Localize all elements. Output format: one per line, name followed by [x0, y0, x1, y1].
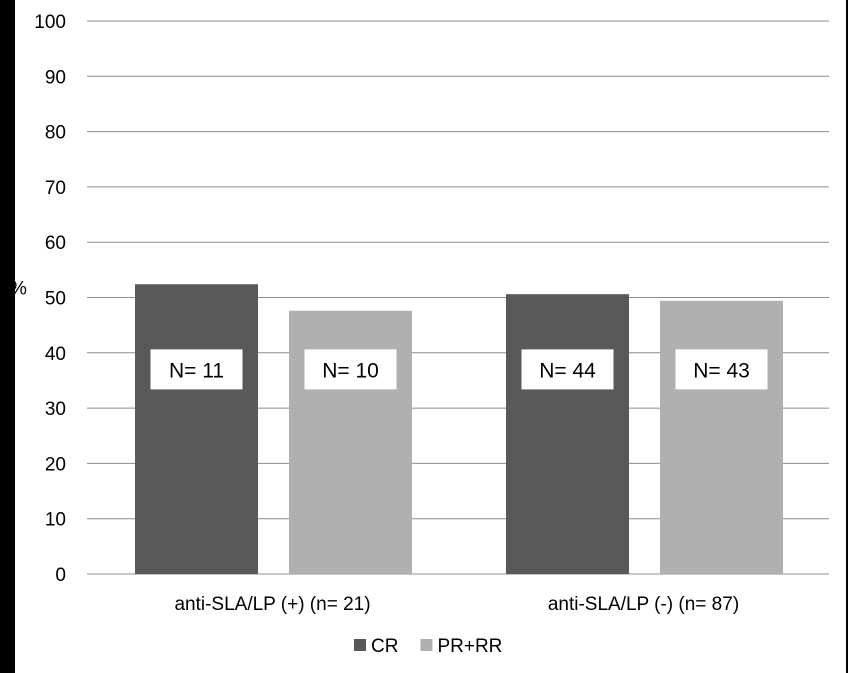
legend-label: PR+RR — [437, 636, 502, 657]
data-label-box — [675, 349, 768, 390]
legend-label: CR — [371, 636, 398, 657]
legend-swatch — [420, 639, 433, 651]
category-label: anti-SLA/LP (+) (n= 21) — [174, 594, 370, 615]
bar — [135, 284, 258, 574]
y-tick-label: 30 — [45, 399, 66, 420]
data-label: N= 11 — [169, 359, 224, 382]
y-tick-label: 10 — [45, 510, 66, 531]
chart-frame: 0 10 20 30 40 50 60 70 80 90 100 % N= 11 N= 10 N= 44… — [15, 0, 848, 673]
data-label-box — [304, 349, 397, 390]
bars: N= 11 N= 10 N= 44 N= 43 — [135, 284, 783, 574]
y-tick-label: 50 — [45, 289, 66, 310]
y-tick-label: 0 — [55, 565, 66, 586]
y-tick-label: 100 — [34, 12, 66, 33]
y-tick-label: 60 — [45, 233, 66, 254]
legend-swatch — [354, 639, 366, 651]
data-label: N= 43 — [693, 359, 750, 382]
y-tick-label: 40 — [45, 344, 66, 365]
y-axis-ticks: 0 10 20 30 40 50 60 70 80 90 100 — [34, 12, 66, 586]
data-label-box — [150, 349, 243, 390]
legend: CR PR+RR — [354, 636, 502, 657]
y-tick-label: 20 — [45, 454, 66, 475]
bar — [506, 294, 629, 574]
data-label: N= 44 — [539, 359, 596, 382]
data-label-box — [521, 349, 614, 390]
y-tick-label: 80 — [45, 123, 66, 144]
category-labels: anti-SLA/LP (+) (n= 21) anti-SLA/LP (-) (… — [174, 594, 739, 615]
bar-chart: 0 10 20 30 40 50 60 70 80 90 100 % N= 11 N= 10 N= 44… — [15, 12, 829, 657]
y-axis-label: % — [15, 279, 27, 300]
y-tick-label: 70 — [45, 178, 66, 199]
bar — [660, 300, 783, 574]
category-label: anti-SLA/LP (-) (n= 87) — [548, 594, 739, 615]
data-label: N= 10 — [322, 359, 379, 382]
y-tick-label: 90 — [45, 67, 66, 88]
